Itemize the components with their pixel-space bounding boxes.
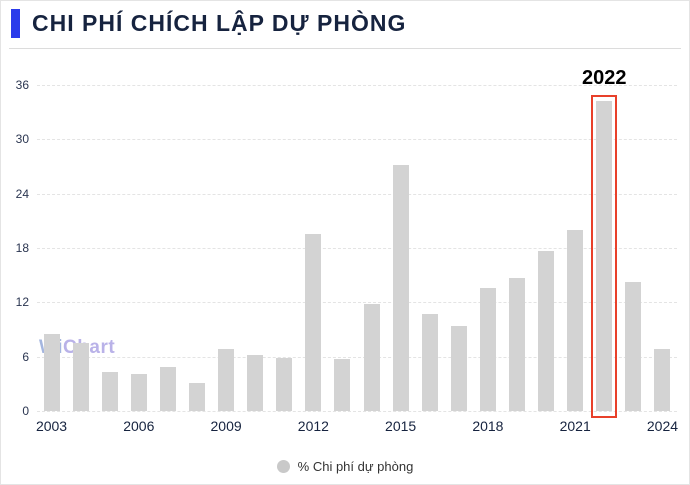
y-axis-tick-18: 18	[15, 241, 29, 255]
watermark-part-chart: Chart	[63, 337, 116, 358]
bar-2024[interactable]	[654, 348, 671, 411]
bar-2008[interactable]	[189, 382, 205, 411]
x-axis-tick-2018: 2018	[472, 418, 504, 434]
x-axis-tick-2003: 2003	[35, 418, 68, 434]
page-title: CHI PHÍ CHÍCH LẬP DỰ PHÒNG	[32, 10, 407, 36]
bar-2013[interactable]	[334, 359, 351, 411]
chart-header: CHI PHÍ CHÍCH LẬP DỰ PHÒNG	[11, 9, 406, 38]
x-axis-tick-2009: 2009	[210, 418, 242, 434]
bar-2020[interactable]	[538, 250, 555, 411]
bar-2014[interactable]	[363, 304, 380, 411]
legend: % Chi phí dự phòng	[1, 459, 689, 474]
legend-label[interactable]: % Chi phí dự phòng	[297, 459, 414, 474]
x-axis-tick-2012: 2012	[297, 418, 329, 434]
gridline-y-18	[37, 248, 677, 249]
bar-2023[interactable]	[625, 282, 642, 411]
bar-2017[interactable]	[450, 325, 467, 411]
gridline-y-24	[37, 193, 677, 195]
bar-2019[interactable]	[509, 277, 525, 411]
bar-2022[interactable]	[596, 101, 613, 411]
gridline-y-6	[37, 356, 677, 358]
header-divider	[9, 48, 681, 49]
highlight-box-2022	[591, 95, 618, 418]
bar-2021[interactable]	[567, 229, 584, 411]
bar-2003[interactable]	[43, 334, 60, 411]
bar-2016[interactable]	[421, 314, 438, 411]
bar-2005[interactable]	[101, 372, 118, 411]
bar-2006[interactable]	[130, 373, 147, 411]
bar-2010[interactable]	[247, 354, 264, 411]
title-accent-bar	[11, 9, 20, 38]
gridline-y-36	[37, 85, 677, 86]
x-axis-tick-2015: 2015	[385, 418, 417, 434]
gridline-y-12	[37, 302, 677, 304]
y-axis-tick-36: 36	[15, 78, 29, 92]
legend-marker-icon	[276, 460, 290, 473]
bar-2004[interactable]	[72, 343, 89, 411]
x-axis-tick-2021: 2021	[559, 418, 591, 434]
y-axis-tick-30: 30	[15, 132, 29, 147]
y-axis-tick-6: 6	[22, 349, 29, 364]
bar-2009[interactable]	[218, 349, 235, 411]
bar-2018[interactable]	[479, 287, 496, 411]
bar-2011[interactable]	[276, 357, 293, 411]
y-axis-tick-0: 0	[22, 404, 29, 418]
x-axis-tick-2024: 2024	[646, 418, 679, 434]
bar-2007[interactable]	[159, 366, 176, 411]
highlight-year-annotation: 2022	[582, 67, 627, 90]
x-axis-tick-2006: 2006	[123, 418, 155, 434]
gridline-y-30	[37, 139, 677, 141]
bar-2012[interactable]	[305, 234, 322, 411]
gridline-y-0	[37, 411, 677, 412]
y-axis-tick-24: 24	[15, 186, 29, 201]
y-axis-tick-12: 12	[15, 295, 29, 310]
bar-2015[interactable]	[392, 164, 409, 411]
bar-chart-plot-area: WiChart 2022 061218243036200320062009201…	[16, 67, 678, 434]
